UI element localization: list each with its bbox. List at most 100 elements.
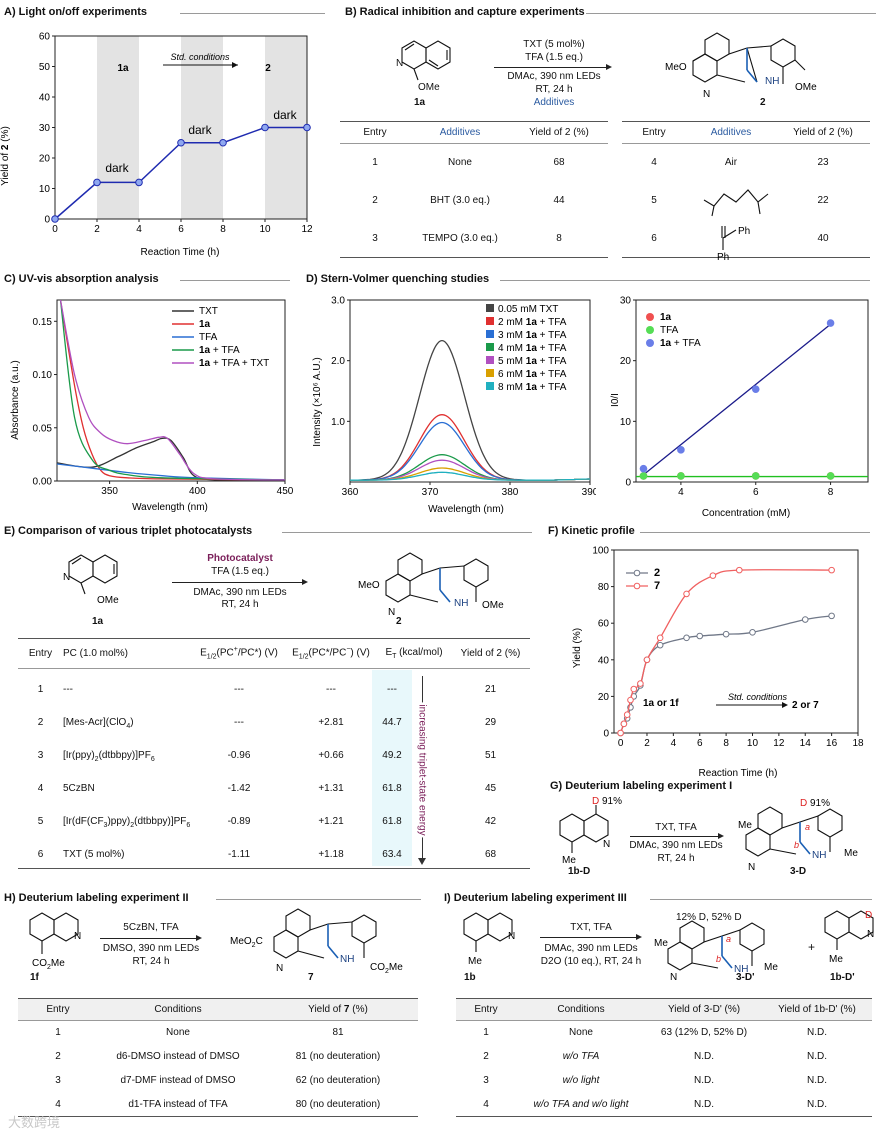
- legend-swatch: [486, 382, 494, 390]
- table-cell-yield: 42: [484, 816, 497, 827]
- panel-e-sm-label: 1a: [92, 616, 104, 627]
- panel-e-title: E) Comparison of various triplet photoca…: [4, 525, 253, 537]
- data-point: [177, 138, 185, 147]
- chart-d-legend: 0.05 mM TXT 2 mM 1a + TFA 3 mM 1a + TFA 4 m…: [486, 304, 567, 393]
- light-on-region: [181, 36, 223, 219]
- table-cell-yield: 45: [484, 783, 497, 794]
- svg-text:Me: Me: [654, 938, 668, 949]
- svg-text:NH: NH: [734, 964, 748, 975]
- plus-sign: +: [808, 940, 816, 954]
- chart-sv-plot: 4 6 8 0 10 20 30: [620, 296, 869, 498]
- chart-f-arrow-text: Std. conditions: [728, 692, 788, 702]
- panel-h-title: H) Deuterium labeling experiment II: [4, 892, 189, 904]
- product-7-structure: MeO2C N NH CO2Me: [230, 908, 403, 975]
- series-line: [59, 300, 285, 481]
- panel-c-title: C) UV-vis absorption analysis: [4, 273, 159, 285]
- table-row: 1 None 63 (12% D, 52% D) N.D.: [483, 1027, 827, 1039]
- table-cell-et: 61.8: [382, 783, 402, 794]
- svg-text:N: N: [63, 572, 70, 583]
- svg-text:Me: Me: [468, 956, 482, 967]
- table-cell-e2: +1.31: [318, 783, 344, 794]
- table-cell-e1: ---: [234, 684, 244, 695]
- panel-b-divider: [586, 13, 876, 14]
- table-cell-pc: 5CzBN: [63, 783, 95, 794]
- svg-text:CO2Me: CO2Me: [32, 958, 65, 971]
- chart-sv-xtick-label: 4: [678, 487, 684, 498]
- chart-c-ytick-label: 0.15: [33, 317, 53, 328]
- chart-f-ytick-label: 0: [603, 729, 609, 740]
- panel-h-prod-label: 7: [308, 972, 314, 983]
- svg-text:N: N: [74, 931, 81, 942]
- series-line: [59, 300, 285, 481]
- fit-line: [643, 323, 831, 476]
- panel-i-cond2: DMAc, 390 nm LEDs: [544, 943, 638, 954]
- chart-f-ytick-label: 100: [592, 546, 609, 557]
- chart-d-ytick-label: 2.0: [331, 356, 345, 367]
- panel-d-title: D) Stern-Volmer quenching studies: [306, 273, 490, 285]
- panel-c-divider: [180, 280, 290, 281]
- table-row: 4 d1-TFA instead of TFA 80 (no deuteration…: [18, 1092, 418, 1117]
- data-point: [637, 680, 644, 687]
- svg-text:Me: Me: [829, 954, 843, 965]
- data-point: [696, 632, 704, 640]
- chart-c-ytick-label: 0.05: [33, 423, 53, 434]
- data-point: [828, 612, 835, 620]
- panel-g-title: G) Deuterium labeling experiment I: [550, 780, 733, 792]
- legend-label: TFA: [660, 325, 679, 336]
- data-point: [303, 123, 311, 132]
- table-cell-e1: -0.96: [227, 750, 251, 761]
- legend-swatch: [486, 304, 494, 312]
- svg-text:N: N: [603, 839, 610, 850]
- quinoline-1a-structure: N OMe: [396, 40, 451, 93]
- svg-text:N: N: [670, 972, 677, 982]
- col-e2: E1/2(PC*/PC−) (V): [285, 638, 377, 669]
- chart-sv-xtick-label: 8: [828, 487, 834, 498]
- chart-a-xtick-label: 12: [301, 224, 313, 235]
- legend-label: 0.05 mM TXT: [498, 304, 558, 315]
- data-point: [683, 590, 690, 598]
- legend-swatch: [486, 356, 494, 364]
- data-point: [639, 464, 648, 473]
- table-cell-e2: +1.18: [318, 849, 344, 860]
- legend-marker: [633, 569, 641, 577]
- svg-text:D: D: [592, 796, 599, 807]
- table-row: 2 d6-DMSO instead of DMSO 81 (no deuterati…: [55, 1051, 381, 1062]
- svg-text:91%: 91%: [810, 798, 830, 809]
- legend-swatch: [486, 369, 494, 377]
- panel-b-prod-label: 2: [760, 97, 766, 108]
- data-point: [828, 566, 835, 574]
- table-row: 1 None 68: [372, 157, 565, 169]
- chart-a-xtick-label: 6: [178, 224, 184, 235]
- svg-text:N: N: [867, 929, 874, 940]
- legend-swatch: [486, 317, 494, 325]
- legend-marker: [633, 582, 641, 590]
- data-point: [656, 641, 664, 649]
- table-cell-e2: +1.21: [318, 816, 344, 827]
- panel-i-cond3: D2O (10 eq.), RT, 24 h: [540, 956, 642, 967]
- data-point: [735, 566, 743, 574]
- panel-e-cond3: RT, 24 h: [221, 599, 259, 610]
- panel-f-divider: [640, 532, 870, 533]
- panel-e-pc-label: Photocatalyst: [207, 553, 273, 564]
- panel-i-arrow: [540, 934, 642, 940]
- data-point: [93, 178, 101, 187]
- table-cell-pc: [Ir(ppy)2(dtbbpy)]PF6: [63, 750, 155, 763]
- chart-f-legend: 27: [626, 567, 660, 592]
- panel-g-cond3: RT, 24 h: [657, 853, 695, 864]
- chart-c-plot: 350 400 450 0.00 0.05 0.10 0.15: [33, 299, 294, 497]
- table-cell-entry: 1: [37, 684, 44, 695]
- panel-b-table-left: Entry Additives Yield of 2 (%) 1 None 68 2 BH…: [340, 121, 608, 258]
- svg-text:NH: NH: [340, 954, 354, 965]
- chart-c-xlabel: Wavelength (nm): [132, 502, 208, 513]
- svg-text:Me: Me: [764, 962, 778, 973]
- chart-a-ytick-label: 20: [39, 154, 51, 165]
- data-point: [219, 138, 227, 147]
- chart-d-xtick-label: 390: [582, 487, 596, 498]
- chart-a-from: 1a: [117, 63, 129, 74]
- panel-e-divider: [282, 532, 532, 533]
- chart-f-xtick-label: 8: [723, 738, 729, 749]
- product-2-structure-e: MeO N NH OMe: [358, 552, 504, 618]
- panel-e-cond1: TFA (1.5 eq.): [211, 566, 269, 577]
- chart-c-ytick-label: 0.10: [33, 370, 53, 381]
